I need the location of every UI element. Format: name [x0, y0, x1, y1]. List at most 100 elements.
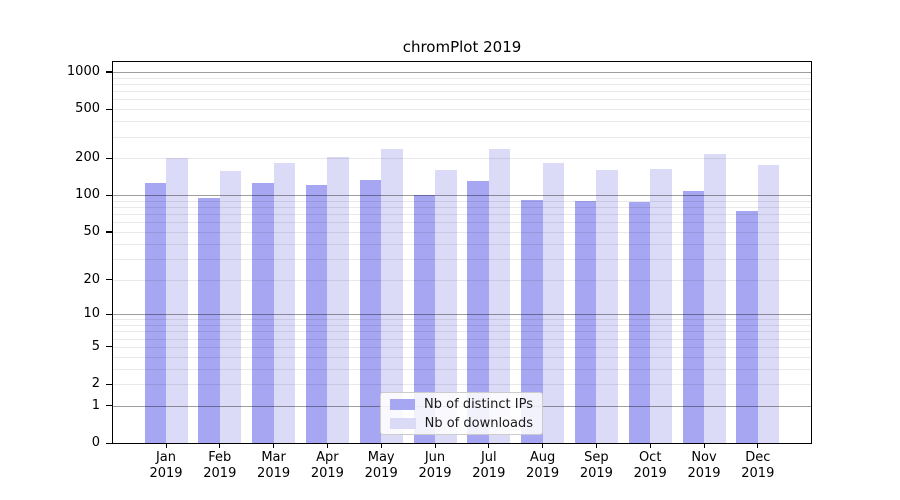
y-tick-0	[106, 442, 112, 444]
x-tick-label-mar: Mar 2019	[243, 450, 305, 482]
x-tick-month: Jun	[424, 450, 446, 465]
x-tick-label-jul: Jul 2019	[458, 450, 520, 482]
gridline-minor-30	[113, 258, 811, 260]
gridline-minor-400	[113, 121, 811, 123]
gridline-minor-7	[113, 331, 811, 333]
gridline-minor-90	[113, 200, 811, 202]
gridline-major-100	[113, 195, 811, 197]
x-tick-apr	[326, 443, 329, 448]
x-tick-month: Oct	[638, 450, 662, 465]
bar-may-downloads	[381, 148, 403, 443]
x-tick-year: 2019	[257, 466, 291, 481]
y-tick-label-50: 50	[83, 223, 100, 239]
x-tick-year: 2019	[149, 466, 183, 481]
x-tick-label-feb: Feb 2019	[189, 450, 251, 482]
bar-jul-distinct-ips	[467, 180, 489, 443]
x-tick-month: Nov	[691, 450, 717, 465]
y-tick-label-200: 200	[75, 150, 100, 166]
gridline-minor-60	[113, 222, 811, 224]
gridline-minor-50	[113, 231, 811, 233]
y-tick-5	[106, 346, 112, 348]
x-tick-month: May	[367, 450, 395, 465]
y-tick-100	[106, 194, 112, 196]
legend-swatch-distinct-ips	[390, 398, 416, 410]
gridline-major-10	[113, 314, 811, 316]
gridline-minor-500	[113, 109, 811, 111]
bar-nov-distinct-ips	[682, 191, 704, 443]
legend-label-downloads: Nb of downloads	[424, 415, 533, 431]
bar-mar-distinct-ips	[252, 182, 274, 443]
y-tick-20	[106, 279, 112, 281]
x-tick-year: 2019	[687, 466, 721, 481]
y-tick-label-500: 500	[75, 101, 100, 117]
x-tick-year: 2019	[364, 466, 398, 481]
y-tick-label-5: 5	[91, 338, 100, 354]
gridline-minor-700	[113, 91, 811, 93]
x-tick-label-nov: Nov 2019	[673, 450, 735, 482]
gridline-minor-5	[113, 346, 811, 348]
x-tick-label-sep: Sep 2019	[565, 450, 627, 482]
gridline-minor-4	[113, 356, 811, 358]
x-tick-year: 2019	[741, 466, 775, 481]
y-tick-label-100: 100	[75, 187, 100, 203]
x-tick-label-oct: Oct 2019	[619, 450, 681, 482]
legend-entry-downloads: Nb of downloads	[390, 416, 533, 431]
x-tick-jan	[165, 443, 167, 448]
bar-feb-downloads	[219, 170, 242, 443]
x-tick-sep	[595, 443, 598, 448]
gridline-minor-3	[113, 368, 811, 370]
gridline-major-1000	[113, 71, 811, 73]
x-tick-month: Aug	[529, 450, 556, 465]
x-tick-month: Jul	[480, 450, 497, 465]
y-tick-label-10: 10	[83, 306, 100, 322]
bar-apr-downloads	[327, 156, 349, 443]
gridline-minor-300	[113, 136, 811, 138]
x-tick-month: Apr	[316, 450, 339, 465]
y-tick-label-20: 20	[83, 271, 100, 287]
y-tick-label-1000: 1000	[66, 63, 100, 79]
bar-apr-distinct-ips	[305, 185, 328, 443]
y-tick-label-2: 2	[91, 376, 100, 391]
x-tick-year: 2019	[203, 466, 237, 481]
x-tick-oct	[649, 443, 651, 448]
bar-jan-downloads	[166, 158, 188, 443]
y-tick-50	[106, 231, 112, 233]
x-tick-may	[380, 443, 382, 448]
x-tick-year: 2019	[526, 466, 560, 481]
bar-aug-downloads	[542, 162, 565, 443]
y-tick-1000	[106, 71, 112, 73]
gridline-minor-40	[113, 243, 811, 245]
x-tick-label-apr: Apr 2019	[296, 450, 358, 482]
legend-swatch-downloads	[390, 417, 416, 429]
x-tick-label-jan: Jan 2019	[135, 450, 197, 482]
y-tick-label-0: 0	[91, 435, 100, 450]
x-tick-nov	[703, 443, 705, 448]
x-tick-month: Sep	[584, 450, 609, 465]
bar-jul-downloads	[488, 149, 511, 443]
x-tick-year: 2019	[472, 466, 506, 481]
bar-dec-downloads	[757, 164, 780, 443]
gridline-minor-70	[113, 214, 811, 216]
x-tick-year: 2019	[310, 466, 344, 481]
y-tick-500	[106, 108, 112, 110]
y-tick-200	[106, 157, 112, 159]
bar-aug-distinct-ips	[521, 200, 543, 443]
bar-jan-distinct-ips	[144, 182, 166, 443]
gridline-minor-20	[113, 279, 811, 281]
bar-jun-distinct-ips	[413, 195, 435, 443]
legend-label-distinct-ips: Nb of distinct IPs	[424, 396, 533, 412]
x-tick-year: 2019	[633, 466, 667, 481]
bar-jun-downloads	[435, 170, 457, 443]
y-tick-1	[106, 405, 112, 407]
x-tick-year: 2019	[418, 466, 452, 481]
y-tick-10	[106, 313, 112, 315]
gridline-minor-800	[113, 83, 811, 85]
x-tick-year: 2019	[579, 466, 613, 481]
x-tick-month: Jan	[155, 450, 177, 465]
x-tick-month: Feb	[208, 450, 232, 465]
y-tick-2	[106, 383, 112, 385]
x-tick-feb	[219, 443, 221, 448]
gridline-minor-6	[113, 338, 811, 340]
bar-sep-distinct-ips	[574, 200, 597, 443]
